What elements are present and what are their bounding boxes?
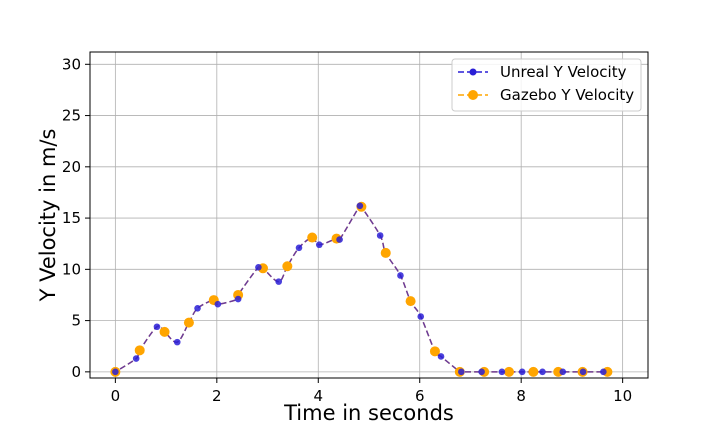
unreal-point — [234, 295, 242, 303]
y-tick-label: 0 — [71, 363, 81, 381]
unreal-point — [173, 338, 181, 346]
unreal-point — [356, 202, 364, 210]
gazebo-point — [134, 345, 145, 356]
axis-ticks: 0 2 4 6 8 10 0 5 10 15 20 25 30 — [62, 55, 632, 405]
gazebo-point — [307, 232, 318, 243]
legend-marker-unreal — [469, 68, 477, 76]
unreal-point — [194, 304, 201, 312]
x-axis-label: Time in seconds — [283, 401, 454, 425]
unreal-point — [458, 368, 465, 376]
unreal-point — [255, 263, 262, 271]
gazebo-point — [405, 296, 416, 307]
unreal-point — [518, 368, 526, 376]
y-tick-label: 5 — [71, 312, 81, 330]
legend-label-gazebo: Gazebo Y Velocity — [500, 86, 634, 104]
velocity-curves — [113, 201, 608, 374]
unreal-point — [315, 241, 323, 249]
x-tick-label: 0 — [111, 387, 121, 405]
unreal-point — [437, 353, 445, 360]
unreal-point — [275, 278, 283, 285]
gazebo-point — [429, 346, 440, 357]
legend-marker-gazebo — [468, 90, 478, 100]
unreal-point — [295, 244, 303, 252]
unreal-point — [132, 355, 140, 362]
unreal-point — [559, 368, 567, 376]
unreal-point — [153, 323, 161, 331]
x-tick-label: 4 — [313, 387, 323, 405]
unreal-point — [498, 368, 506, 376]
legend-label-unreal: Unreal Y Velocity — [500, 63, 627, 81]
unreal-velocity-line — [113, 201, 608, 374]
unreal-point — [112, 368, 119, 376]
unreal-point — [478, 368, 485, 376]
unreal-point — [579, 368, 587, 376]
y-axis-label: Y Velocity in m/s — [36, 129, 60, 303]
x-tick-label: 10 — [613, 387, 632, 405]
unreal-point — [417, 313, 425, 320]
legend-box — [451, 58, 642, 112]
legend: Unreal Y Velocity Gazebo Y Velocity — [451, 58, 642, 112]
data-markers — [110, 201, 613, 377]
gazebo-point — [504, 366, 515, 377]
x-tick-label: 8 — [516, 387, 526, 405]
y-tick-label: 25 — [62, 107, 81, 125]
y-tick-label: 20 — [62, 158, 81, 176]
unreal-point — [539, 368, 546, 376]
unreal-point — [336, 236, 343, 243]
x-tick-label: 2 — [212, 387, 222, 405]
gazebo-point — [528, 366, 539, 377]
y-tick-label: 15 — [62, 209, 81, 227]
y-tick-label: 30 — [62, 55, 81, 73]
plot-frame — [89, 51, 649, 379]
unreal-point — [600, 368, 607, 376]
gazebo-point — [282, 261, 293, 272]
unreal-point — [397, 272, 404, 279]
gazebo-point — [183, 317, 194, 328]
gazebo-point — [380, 247, 391, 258]
x-tick-label: 6 — [415, 387, 425, 405]
gazebo-velocity-line — [113, 201, 608, 374]
gazebo-point — [159, 326, 170, 337]
unreal-point — [376, 232, 384, 239]
unreal-point — [214, 300, 222, 308]
y-tick-label: 10 — [62, 260, 81, 278]
